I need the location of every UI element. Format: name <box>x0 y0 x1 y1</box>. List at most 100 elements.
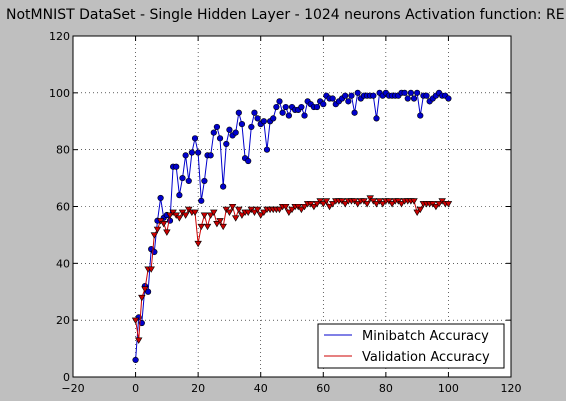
y-tick-label: 20 <box>56 314 70 327</box>
data-point <box>213 123 221 131</box>
data-point <box>138 294 146 302</box>
x-tick-label: 60 <box>316 382 330 395</box>
data-point <box>256 212 265 219</box>
data-point <box>270 115 277 122</box>
data-point <box>313 103 321 111</box>
x-tick-label: 40 <box>254 382 268 395</box>
data-point <box>410 95 418 102</box>
data-point <box>354 89 361 96</box>
data-point <box>273 103 280 111</box>
data-point <box>157 194 164 202</box>
data-point <box>417 112 424 119</box>
data-point <box>206 212 215 219</box>
legend-label-validation: Validation Accuracy <box>362 350 490 365</box>
legend: Minibatch Accuracy Validation Accuracy <box>317 323 505 369</box>
data-point <box>141 286 149 293</box>
data-point <box>195 149 202 156</box>
data-point <box>235 206 243 214</box>
data-point <box>404 95 411 102</box>
data-point <box>245 157 252 165</box>
data-point <box>176 192 183 199</box>
data-point <box>194 240 202 248</box>
data-point <box>379 201 387 208</box>
data-point <box>173 163 180 170</box>
data-point <box>373 115 380 122</box>
data-point <box>279 109 286 116</box>
data-point <box>341 201 349 208</box>
grid-lines <box>73 36 511 377</box>
data-point <box>207 152 214 159</box>
data-point <box>231 215 240 222</box>
data-point <box>407 89 414 96</box>
data-point <box>300 203 309 211</box>
data-point <box>342 92 349 99</box>
data-point <box>232 129 239 136</box>
y-tick-label: 40 <box>56 257 70 270</box>
data-point <box>191 135 199 142</box>
y-tick-label: 120 <box>49 30 70 43</box>
data-point <box>185 177 192 185</box>
x-tick-label: 100 <box>438 382 459 395</box>
data-point <box>248 123 255 131</box>
data-point <box>445 95 452 102</box>
data-point <box>197 223 205 231</box>
data-point <box>235 109 242 116</box>
data-point <box>132 356 139 364</box>
y-tick-label: 100 <box>49 87 70 100</box>
data-point <box>298 103 305 111</box>
data-point <box>353 201 362 208</box>
data-point <box>275 206 284 214</box>
data-point <box>238 212 246 219</box>
data-point <box>251 109 258 116</box>
data-point <box>160 221 168 228</box>
data-point <box>216 135 224 142</box>
y-tick-label: 0 <box>63 371 70 384</box>
data-point <box>322 198 331 205</box>
x-tick-label: −20 <box>61 382 84 395</box>
data-point <box>191 209 199 216</box>
data-point <box>175 215 184 222</box>
data-point <box>401 89 408 96</box>
x-tick-label: 0 <box>132 382 139 395</box>
data-point <box>297 206 306 214</box>
legend-box <box>317 323 505 369</box>
x-tick-label: 80 <box>379 382 393 395</box>
data-point <box>198 197 205 204</box>
data-point <box>285 112 292 119</box>
data-point <box>244 209 252 216</box>
data-point <box>329 95 336 102</box>
data-point <box>282 203 290 211</box>
x-tick-label: 120 <box>501 382 522 395</box>
data-point <box>320 101 327 108</box>
data-point <box>432 203 440 211</box>
data-point <box>285 209 293 216</box>
data-point <box>363 201 371 208</box>
data-point <box>288 206 296 214</box>
data-point <box>414 89 421 96</box>
data-point <box>282 103 289 111</box>
data-point <box>210 209 218 216</box>
data-point <box>351 109 358 116</box>
data-point <box>188 149 195 156</box>
data-point <box>134 337 143 344</box>
series-validation <box>131 195 453 344</box>
data-point <box>238 120 246 128</box>
x-tick-label: 20 <box>191 382 205 395</box>
data-point <box>203 223 212 231</box>
data-point <box>301 112 308 119</box>
data-point <box>254 115 261 122</box>
data-point <box>370 92 377 99</box>
data-point <box>181 212 190 219</box>
data-point <box>260 118 267 125</box>
data-point <box>328 201 337 208</box>
data-point <box>166 212 174 219</box>
series-minibatch <box>132 89 452 364</box>
data-point <box>210 129 217 136</box>
data-point <box>131 317 140 324</box>
legend-label-minibatch: Minibatch Accuracy <box>362 329 489 344</box>
data-point <box>345 98 352 105</box>
data-point <box>260 209 268 216</box>
data-point <box>213 221 221 228</box>
